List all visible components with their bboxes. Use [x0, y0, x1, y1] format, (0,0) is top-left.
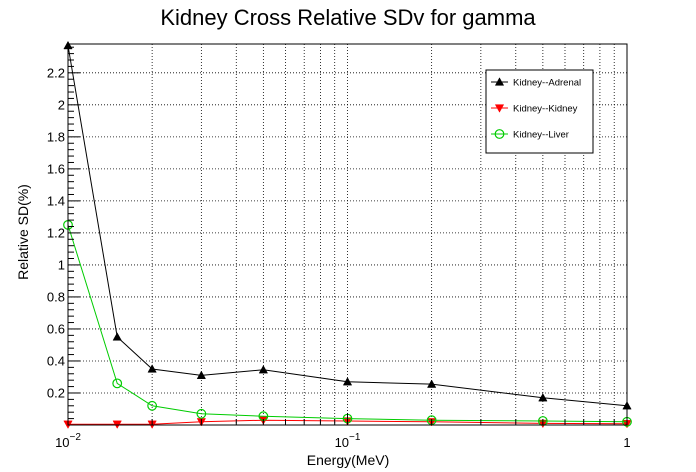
legend-label: Kidney--Adrenal [513, 78, 581, 89]
y-tick-label: 0.8 [47, 289, 65, 304]
y-tick-label: 0.6 [47, 321, 65, 336]
y-tick-label: 2.2 [47, 65, 65, 80]
legend-marker [494, 104, 505, 113]
chart-title: Kidney Cross Relative SDv for gamma [160, 5, 536, 30]
data-point [112, 332, 122, 341]
data-point [196, 408, 207, 419]
data-point [196, 370, 206, 379]
series-line [67, 224, 628, 423]
y-tick-label: 1.8 [47, 129, 65, 144]
legend: Kidney--Adrenal Kidney--Kidney Kidney--Liv… [485, 69, 594, 154]
y-axis-title: Relative SD(%) [15, 184, 31, 280]
x-tick-label-exponent: −2 [70, 432, 82, 443]
x-axis-title: Energy(MeV) [307, 452, 389, 468]
x-tick-label-exponent: −1 [349, 432, 361, 443]
x-tick-label-base: 1 [623, 435, 630, 450]
y-tick-label: 1.4 [47, 193, 65, 208]
y-tick-label: 1 [58, 257, 65, 272]
x-tick-label-base: 10 [55, 435, 69, 450]
x-tick-label-base: 10 [335, 435, 349, 450]
data-point [147, 364, 157, 373]
y-tick-label: 0.2 [47, 385, 65, 400]
y-tick-label: 1.6 [47, 161, 65, 176]
x-tick-label: 10−2 [55, 432, 81, 450]
legend-box [485, 69, 594, 154]
data-point [538, 393, 548, 402]
data-point [342, 377, 353, 386]
data-point [112, 378, 123, 389]
legend-marker [494, 77, 505, 86]
y-tick-label: 2 [58, 97, 65, 112]
x-tick-label: 10−1 [335, 432, 361, 450]
y-tick-label: 0.4 [47, 353, 65, 368]
y-tick-label: 1.2 [47, 225, 65, 240]
data-point [258, 365, 268, 374]
axes: 10−2 10−1 10.20.40.60.811.21.41.61.822.2 [47, 46, 631, 450]
legend-label: Kidney--Liver [513, 130, 569, 141]
legend-label: Kidney--Kidney [513, 104, 578, 115]
legend-marker [494, 129, 505, 139]
x-tick-label: 1 [623, 435, 630, 450]
data-point [147, 400, 158, 411]
data-point [427, 379, 437, 388]
